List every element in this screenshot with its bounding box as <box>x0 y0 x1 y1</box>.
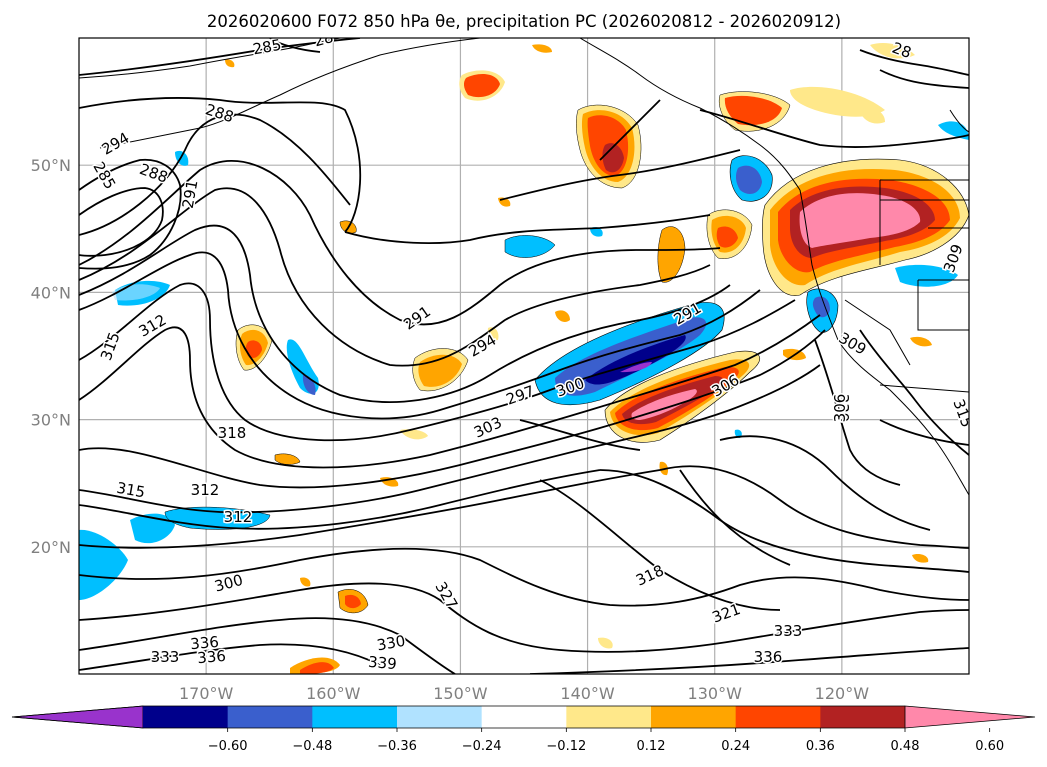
coastlines <box>79 38 969 496</box>
neg-region-nw-coast-core <box>735 165 762 194</box>
lat-tick-label: 50°N <box>31 156 71 175</box>
colorbar-segment <box>651 706 737 728</box>
neg-region-e-coast-ca <box>895 264 958 287</box>
colorbar-tick-label: −0.36 <box>377 739 417 754</box>
lat-tick-label: 30°N <box>31 411 71 430</box>
neg-region-small-2 <box>590 227 603 237</box>
lon-tick-label: 120°W <box>815 684 870 703</box>
pos-region-small-16 <box>225 59 235 68</box>
contour-label: 333 <box>774 622 803 640</box>
contour-label: 312 <box>191 481 220 499</box>
colorbar-tick-label: 0.48 <box>891 739 920 754</box>
colorbar-tick-label: −0.48 <box>292 739 332 754</box>
pos-region-w-1c <box>245 340 262 358</box>
contour-label: 336 <box>190 633 220 653</box>
neg-region-main-3 <box>585 335 686 385</box>
colorbar-segment <box>481 706 567 728</box>
colorbar-segment <box>143 706 229 728</box>
colorbar-tick-label: 0.36 <box>806 739 835 754</box>
figure-title: 2026020600 F072 850 hPa θe, precipitatio… <box>207 12 841 31</box>
pos-region-small-1 <box>274 453 301 465</box>
pos-region-sub-5 <box>631 389 697 420</box>
contour-label: 339 <box>834 394 852 423</box>
longitude-tick-labels: 170°W 160°W 150°W 140°W 130°W 120°W <box>179 684 869 703</box>
colorbar: −0.60 −0.48 −0.36 −0.24 −0.12 0.12 0.24 0.36 0.4… <box>11 705 1036 754</box>
colorbar-segment <box>227 706 313 728</box>
pos-region-small-15 <box>910 336 932 347</box>
lon-tick-label: 140°W <box>560 684 615 703</box>
pos-region-small-14 <box>860 108 885 124</box>
colorbar-tick-label: −0.12 <box>546 739 586 754</box>
pos-region-small-9 <box>912 553 929 563</box>
lon-tick-label: 130°W <box>688 684 743 703</box>
pos-region-e-pac-2 <box>657 226 686 283</box>
pos-region-e-pac-1c <box>716 226 738 248</box>
pos-region-bc-3 <box>790 86 885 117</box>
neg-region-midpac-2-core <box>302 374 316 395</box>
contour-label: 333 <box>151 648 180 666</box>
contour-label: 312 <box>224 508 253 526</box>
contour-label: 306 <box>831 394 849 423</box>
colorbar-tick-label: −0.24 <box>462 739 502 754</box>
colorbar-segment <box>397 706 483 728</box>
contour-label: 336 <box>754 648 783 666</box>
theta-e-contours <box>79 38 969 674</box>
neg-region-main-4 <box>620 362 652 373</box>
colorbar-extend-min <box>11 705 144 729</box>
colorbar-segment <box>735 706 821 728</box>
lon-tick-label: 150°W <box>433 684 488 703</box>
colorbar-tick-label: 0.12 <box>637 739 666 754</box>
pos-region-small-17 <box>870 43 915 59</box>
lat-tick-label: 20°N <box>31 538 71 557</box>
contour-label: 339 <box>367 653 397 673</box>
colorbar-tick-label: 0.24 <box>721 739 750 754</box>
pos-region-bc-2 <box>724 95 782 126</box>
contour-label: 336 <box>197 647 227 667</box>
colorbar-segment <box>566 706 652 728</box>
pos-region-small-3 <box>555 310 570 323</box>
lon-tick-label: 170°W <box>179 684 234 703</box>
colorbar-segment <box>820 706 906 728</box>
pos-region-small-5 <box>532 44 552 53</box>
latitude-tick-labels: 50°N 40°N 30°N 20°N <box>31 156 71 557</box>
pos-region-small-7 <box>400 429 428 440</box>
pos-region-aleutian-2 <box>463 74 500 98</box>
neg-region-midpac <box>504 235 556 258</box>
colorbar-extend-max <box>904 705 1036 729</box>
pos-region-gulf-4 <box>602 143 624 173</box>
pos-region-small-11 <box>300 577 311 587</box>
colorbar-segment <box>312 706 398 728</box>
colorbar-tick-label: −0.60 <box>208 739 248 754</box>
pos-region-pnw-5 <box>799 193 921 248</box>
colorbar-outline <box>11 705 905 729</box>
pos-region-small-12 <box>598 637 613 649</box>
neg-region-ca-core <box>812 296 830 318</box>
contour-label: 318 <box>218 424 247 442</box>
pos-region-s-b <box>300 662 334 674</box>
lat-tick-label: 40°N <box>31 283 71 302</box>
contour-label: 285 <box>251 36 282 59</box>
map-frame <box>78 37 970 675</box>
neg-region-tropics-w <box>130 513 175 544</box>
pos-region-sw-b <box>345 594 361 609</box>
colorbar-tick-label: 0.60 <box>975 739 1004 754</box>
lon-tick-label: 160°W <box>306 684 361 703</box>
